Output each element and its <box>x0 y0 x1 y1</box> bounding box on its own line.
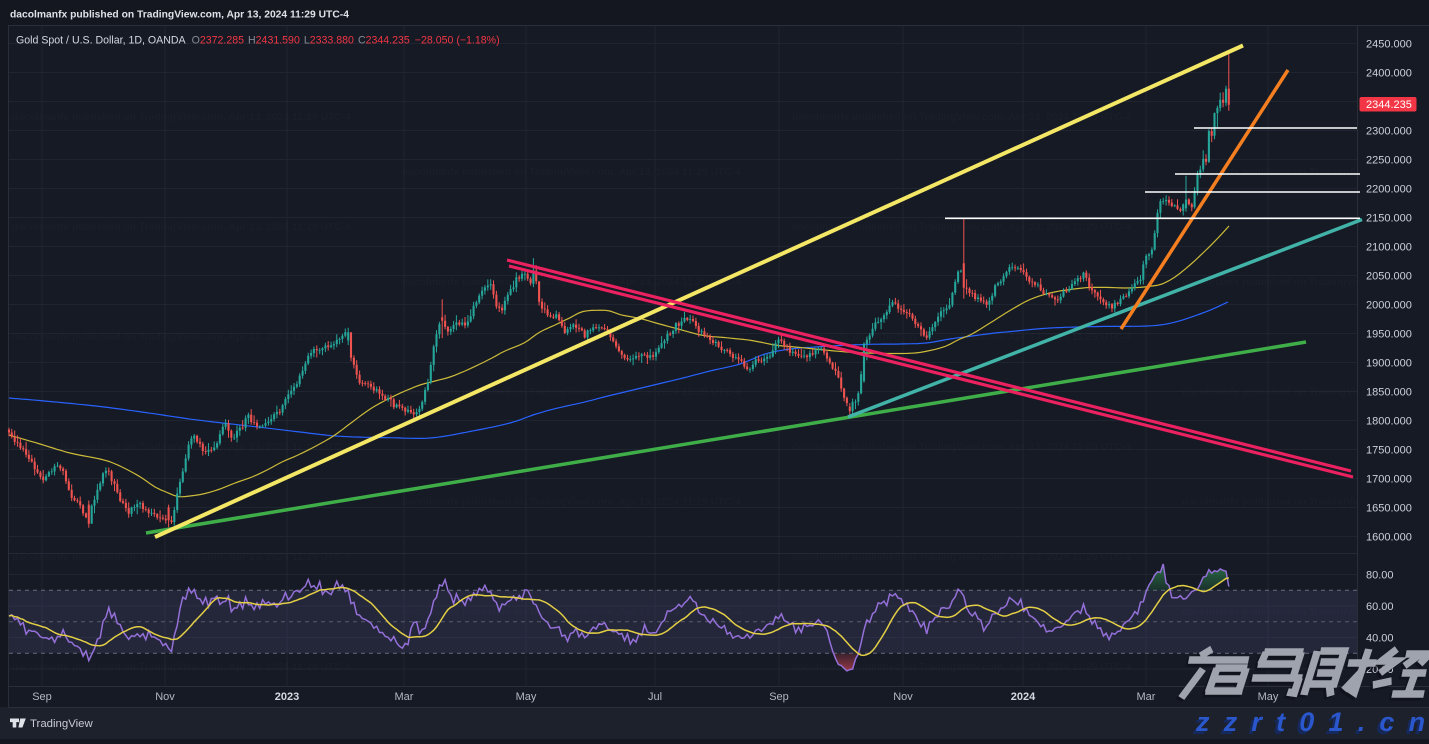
svg-text:Gold Spot / U.S. Dollar, 1D, O: Gold Spot / U.S. Dollar, 1D, OANDA O2372.… <box>16 35 500 47</box>
svg-text:1650.000: 1650.000 <box>1366 503 1412 515</box>
svg-text:2300.000: 2300.000 <box>1366 126 1412 138</box>
svg-text:2024: 2024 <box>1011 691 1036 703</box>
svg-text:1800.000: 1800.000 <box>1366 416 1412 428</box>
svg-text:zzrt01.cn: zzrt01.cn <box>1195 707 1429 737</box>
svg-text:Jul: Jul <box>648 691 662 703</box>
svg-text:60.00: 60.00 <box>1366 601 1394 613</box>
svg-text:40.00: 40.00 <box>1366 633 1394 645</box>
svg-text:dacolmanfx published on Tradin: dacolmanfx published on TradingView.com,… <box>12 222 351 233</box>
svg-text:2200.000: 2200.000 <box>1366 184 1412 196</box>
svg-text:1700.000: 1700.000 <box>1366 474 1412 486</box>
svg-text:80.00: 80.00 <box>1366 570 1394 582</box>
svg-text:May: May <box>1258 691 1279 703</box>
svg-text:dacolmanfx published on Tradin: dacolmanfx published on TradingView.com,… <box>402 497 741 508</box>
svg-text:Mar: Mar <box>1137 691 1156 703</box>
svg-text:2250.000: 2250.000 <box>1366 155 1412 167</box>
svg-text:dacolmanfx published on Tradin: dacolmanfx published on TradingView.com,… <box>792 442 1131 453</box>
svg-text:Nov: Nov <box>155 691 175 703</box>
svg-text:dacolmanfx published on Tradin: dacolmanfx published on TradingView.com,… <box>12 112 351 123</box>
svg-text:1850.000: 1850.000 <box>1366 387 1412 399</box>
svg-text:dacolmanfx published on Tradin: dacolmanfx published on TradingView.com,… <box>12 332 351 343</box>
svg-text:1950.000: 1950.000 <box>1366 329 1412 341</box>
svg-text:Sep: Sep <box>32 691 52 703</box>
svg-text:2023: 2023 <box>275 691 299 703</box>
svg-text:May: May <box>516 691 537 703</box>
svg-text:dacolmanfx published on Tradin: dacolmanfx published on TradingView.com,… <box>402 387 741 398</box>
svg-text:2150.000: 2150.000 <box>1366 213 1412 225</box>
svg-text:2400.000: 2400.000 <box>1366 68 1412 80</box>
svg-text:dacolmanfx published on Tradin: dacolmanfx published on TradingView.com,… <box>402 167 741 178</box>
svg-text:TradingView: TradingView <box>30 718 93 730</box>
svg-text:dacolmanfx published on Tradin: dacolmanfx published on TradingView.com,… <box>10 10 349 21</box>
svg-text:Sep: Sep <box>769 691 789 703</box>
svg-text:2000.000: 2000.000 <box>1366 300 1412 312</box>
svg-text:1900.000: 1900.000 <box>1366 358 1412 370</box>
svg-text:2100.000: 2100.000 <box>1366 242 1412 254</box>
svg-text:2344.235: 2344.235 <box>1366 99 1412 111</box>
svg-text:1600.000: 1600.000 <box>1366 532 1412 544</box>
svg-text:dacolmanfx published on Tradin: dacolmanfx published on TradingView.com,… <box>12 662 351 673</box>
svg-text:1750.000: 1750.000 <box>1366 445 1412 457</box>
svg-text:Nov: Nov <box>893 691 913 703</box>
svg-text:2050.000: 2050.000 <box>1366 271 1412 283</box>
svg-text:2450.000: 2450.000 <box>1366 39 1412 51</box>
svg-text:zzrt01.cn: zzrt01.cn <box>1192 710 1429 739</box>
svg-text:Mar: Mar <box>395 691 414 703</box>
